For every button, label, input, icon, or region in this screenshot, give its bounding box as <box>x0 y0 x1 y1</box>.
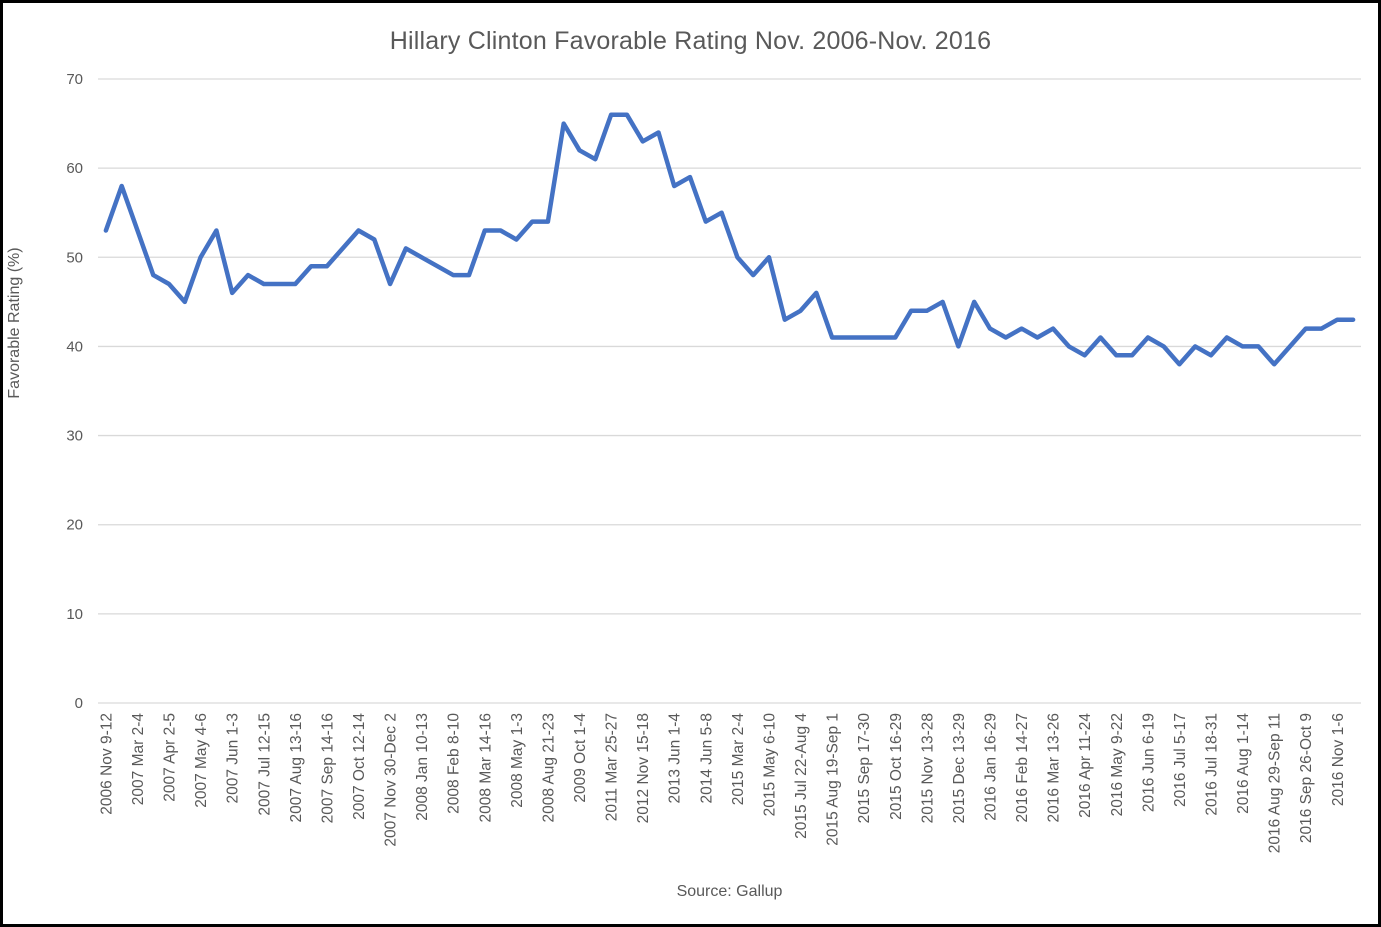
y-tick-label: 30 <box>66 428 83 445</box>
plot-area-svg: 0 10 20 30 40 50 60 70 2006 Nov 9-12 2007 Mar 2-4… <box>66 71 1361 853</box>
x-tick-label: 2007 Oct 12-14 <box>351 713 368 820</box>
x-tick-label: 2016 Aug 1-14 <box>1235 713 1252 814</box>
x-tick-label: 2012 Nov 15-18 <box>635 713 652 823</box>
x-tick-label: 2011 Mar 25-27 <box>604 713 621 821</box>
x-tick-label: 2006 Nov 9-12 <box>98 713 115 815</box>
x-tick-label: 2015 Jul 22-Aug 4 <box>793 713 810 839</box>
x-tick-label: 2014 Jun 5-8 <box>698 713 715 804</box>
x-tick-label: 2015 May 6-10 <box>761 713 778 817</box>
x-tick-label: 2009 Oct 1-4 <box>572 713 589 803</box>
x-tick-label: 2007 Jul 12-15 <box>256 713 273 816</box>
x-tick-label: 2015 Mar 2-4 <box>730 713 747 806</box>
x-tick-label: 2008 Jan 10-13 <box>414 713 431 821</box>
x-tick-label: 2015 Oct 16-29 <box>888 713 905 820</box>
x-tick-label: 2007 Aug 13-16 <box>288 713 305 822</box>
x-tick-label: 2016 Apr 11-24 <box>1077 713 1094 818</box>
x-tick-label: 2016 Nov 1-6 <box>1330 713 1347 806</box>
y-tick-label: 0 <box>75 695 83 712</box>
x-tick-label: 2007 Apr 2-5 <box>162 713 179 802</box>
y-tick-label: 70 <box>66 71 83 88</box>
x-tick-label: 2015 Aug 19-Sep 1 <box>825 713 842 846</box>
y-tick-label: 60 <box>66 160 83 177</box>
x-tick-label: 2016 Jun 6-19 <box>1140 713 1157 812</box>
y-tick-label: 50 <box>66 249 83 266</box>
x-tick-label: 2016 Jul 5-17 <box>1172 713 1189 807</box>
x-tick-label: 2007 May 4-6 <box>193 713 210 808</box>
source-note: Source: Gallup <box>676 883 783 900</box>
y-tick-label: 40 <box>66 338 83 355</box>
x-tick-label: 2008 May 1-3 <box>509 713 526 808</box>
x-tick-label: 2008 Aug 21-23 <box>540 713 557 822</box>
x-tick-label: 2013 Jun 1-4 <box>667 713 684 804</box>
x-tick-label: 2016 Jan 16-29 <box>982 713 999 821</box>
x-tick-label: 2015 Nov 13-28 <box>919 713 936 823</box>
chart-title: Hillary Clinton Favorable Rating Nov. 20… <box>389 27 992 55</box>
x-tick-label: 2008 Feb 8-10 <box>446 713 463 814</box>
x-tick-label: 2016 Feb 14-27 <box>1014 713 1031 822</box>
x-tick-label: 2007 Jun 1-3 <box>225 713 242 804</box>
x-tick-label: 2015 Sep 17-30 <box>856 713 873 824</box>
y-tick-label: 10 <box>66 606 83 623</box>
x-tick-label: 2016 Aug 29-Sep 11 <box>1267 713 1284 853</box>
x-tick-label: 2007 Mar 2-4 <box>130 713 147 806</box>
x-tick-label: 2016 Jul 18-31 <box>1204 713 1221 816</box>
x-tick-label: 2007 Nov 30-Dec 2 <box>383 713 400 847</box>
x-tick-label: 2008 Mar 14-16 <box>477 713 494 822</box>
x-tick-label: 2016 Mar 13-26 <box>1046 713 1063 822</box>
favorability-line <box>103 112 1356 367</box>
x-tick-label: 2016 Sep 26-Oct 9 <box>1298 713 1315 843</box>
y-tick-label: 20 <box>66 517 83 534</box>
x-tick-label: 2016 May 9-22 <box>1109 713 1126 816</box>
x-tick-label: 2007 Sep 14-16 <box>319 713 336 823</box>
x-tick-label: 2015 Dec 13-29 <box>951 713 968 823</box>
